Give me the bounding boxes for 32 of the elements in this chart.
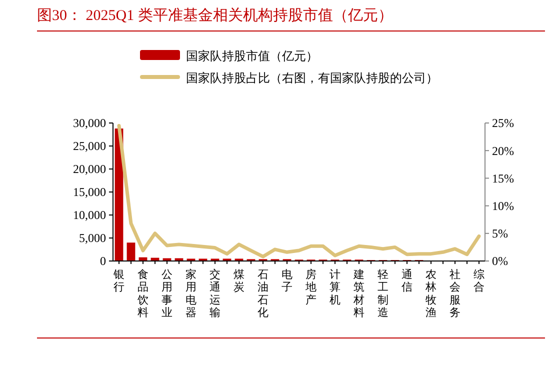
- x-tick-label: 房地产: [304, 268, 316, 306]
- y-tick-label: 15,000: [73, 185, 106, 200]
- x-tick-label: 轻工制造: [378, 269, 388, 319]
- y-tick-label: 20,000: [73, 162, 106, 176]
- legend-label: 国家队持股市值（亿元）: [186, 49, 318, 63]
- x-tick-label: 计算机: [330, 268, 340, 306]
- x-tick-label: 交通运输: [210, 268, 220, 319]
- y2-tick-label: 15%: [492, 171, 514, 186]
- x-tick-label: 银行: [112, 269, 124, 294]
- y-tick-label: 10,000: [73, 208, 106, 222]
- x-tick-label: 食品饮料: [136, 269, 148, 319]
- y2-tick-label: 5%: [492, 226, 508, 241]
- y-tick-label: 25,000: [73, 139, 106, 154]
- x-tick-label: 通信: [402, 268, 412, 294]
- x-tick-label: 家用电器: [186, 268, 196, 319]
- x-tick-label: 综合: [474, 268, 484, 294]
- x-tick-label: 农林牧渔: [424, 269, 436, 319]
- y-tick-label: 0: [100, 254, 106, 268]
- chart-title: 图30： 2025Q1 类平准基金相关机构持股市值（亿元）: [37, 7, 393, 24]
- y-tick-label: 30,000: [73, 116, 106, 130]
- x-tick-label: 公用事业: [162, 269, 172, 319]
- y2-tick-label: 20%: [492, 144, 514, 158]
- legend-label: 国家队持股占比（右图，有国家队持股的公司）: [186, 71, 438, 85]
- x-tick-label: 石油石化: [258, 269, 268, 319]
- y2-tick-label: 25%: [492, 116, 514, 130]
- x-tick-label: 社会服务: [450, 268, 460, 319]
- x-tick-label: 电子: [282, 268, 292, 294]
- x-tick-label: 煤炭: [234, 269, 244, 294]
- x-tick-label: 建筑材料: [352, 268, 364, 319]
- y-tick-label: 5,000: [79, 231, 106, 246]
- y2-tick-label: 0%: [492, 254, 508, 268]
- y2-tick-label: 10%: [492, 199, 514, 213]
